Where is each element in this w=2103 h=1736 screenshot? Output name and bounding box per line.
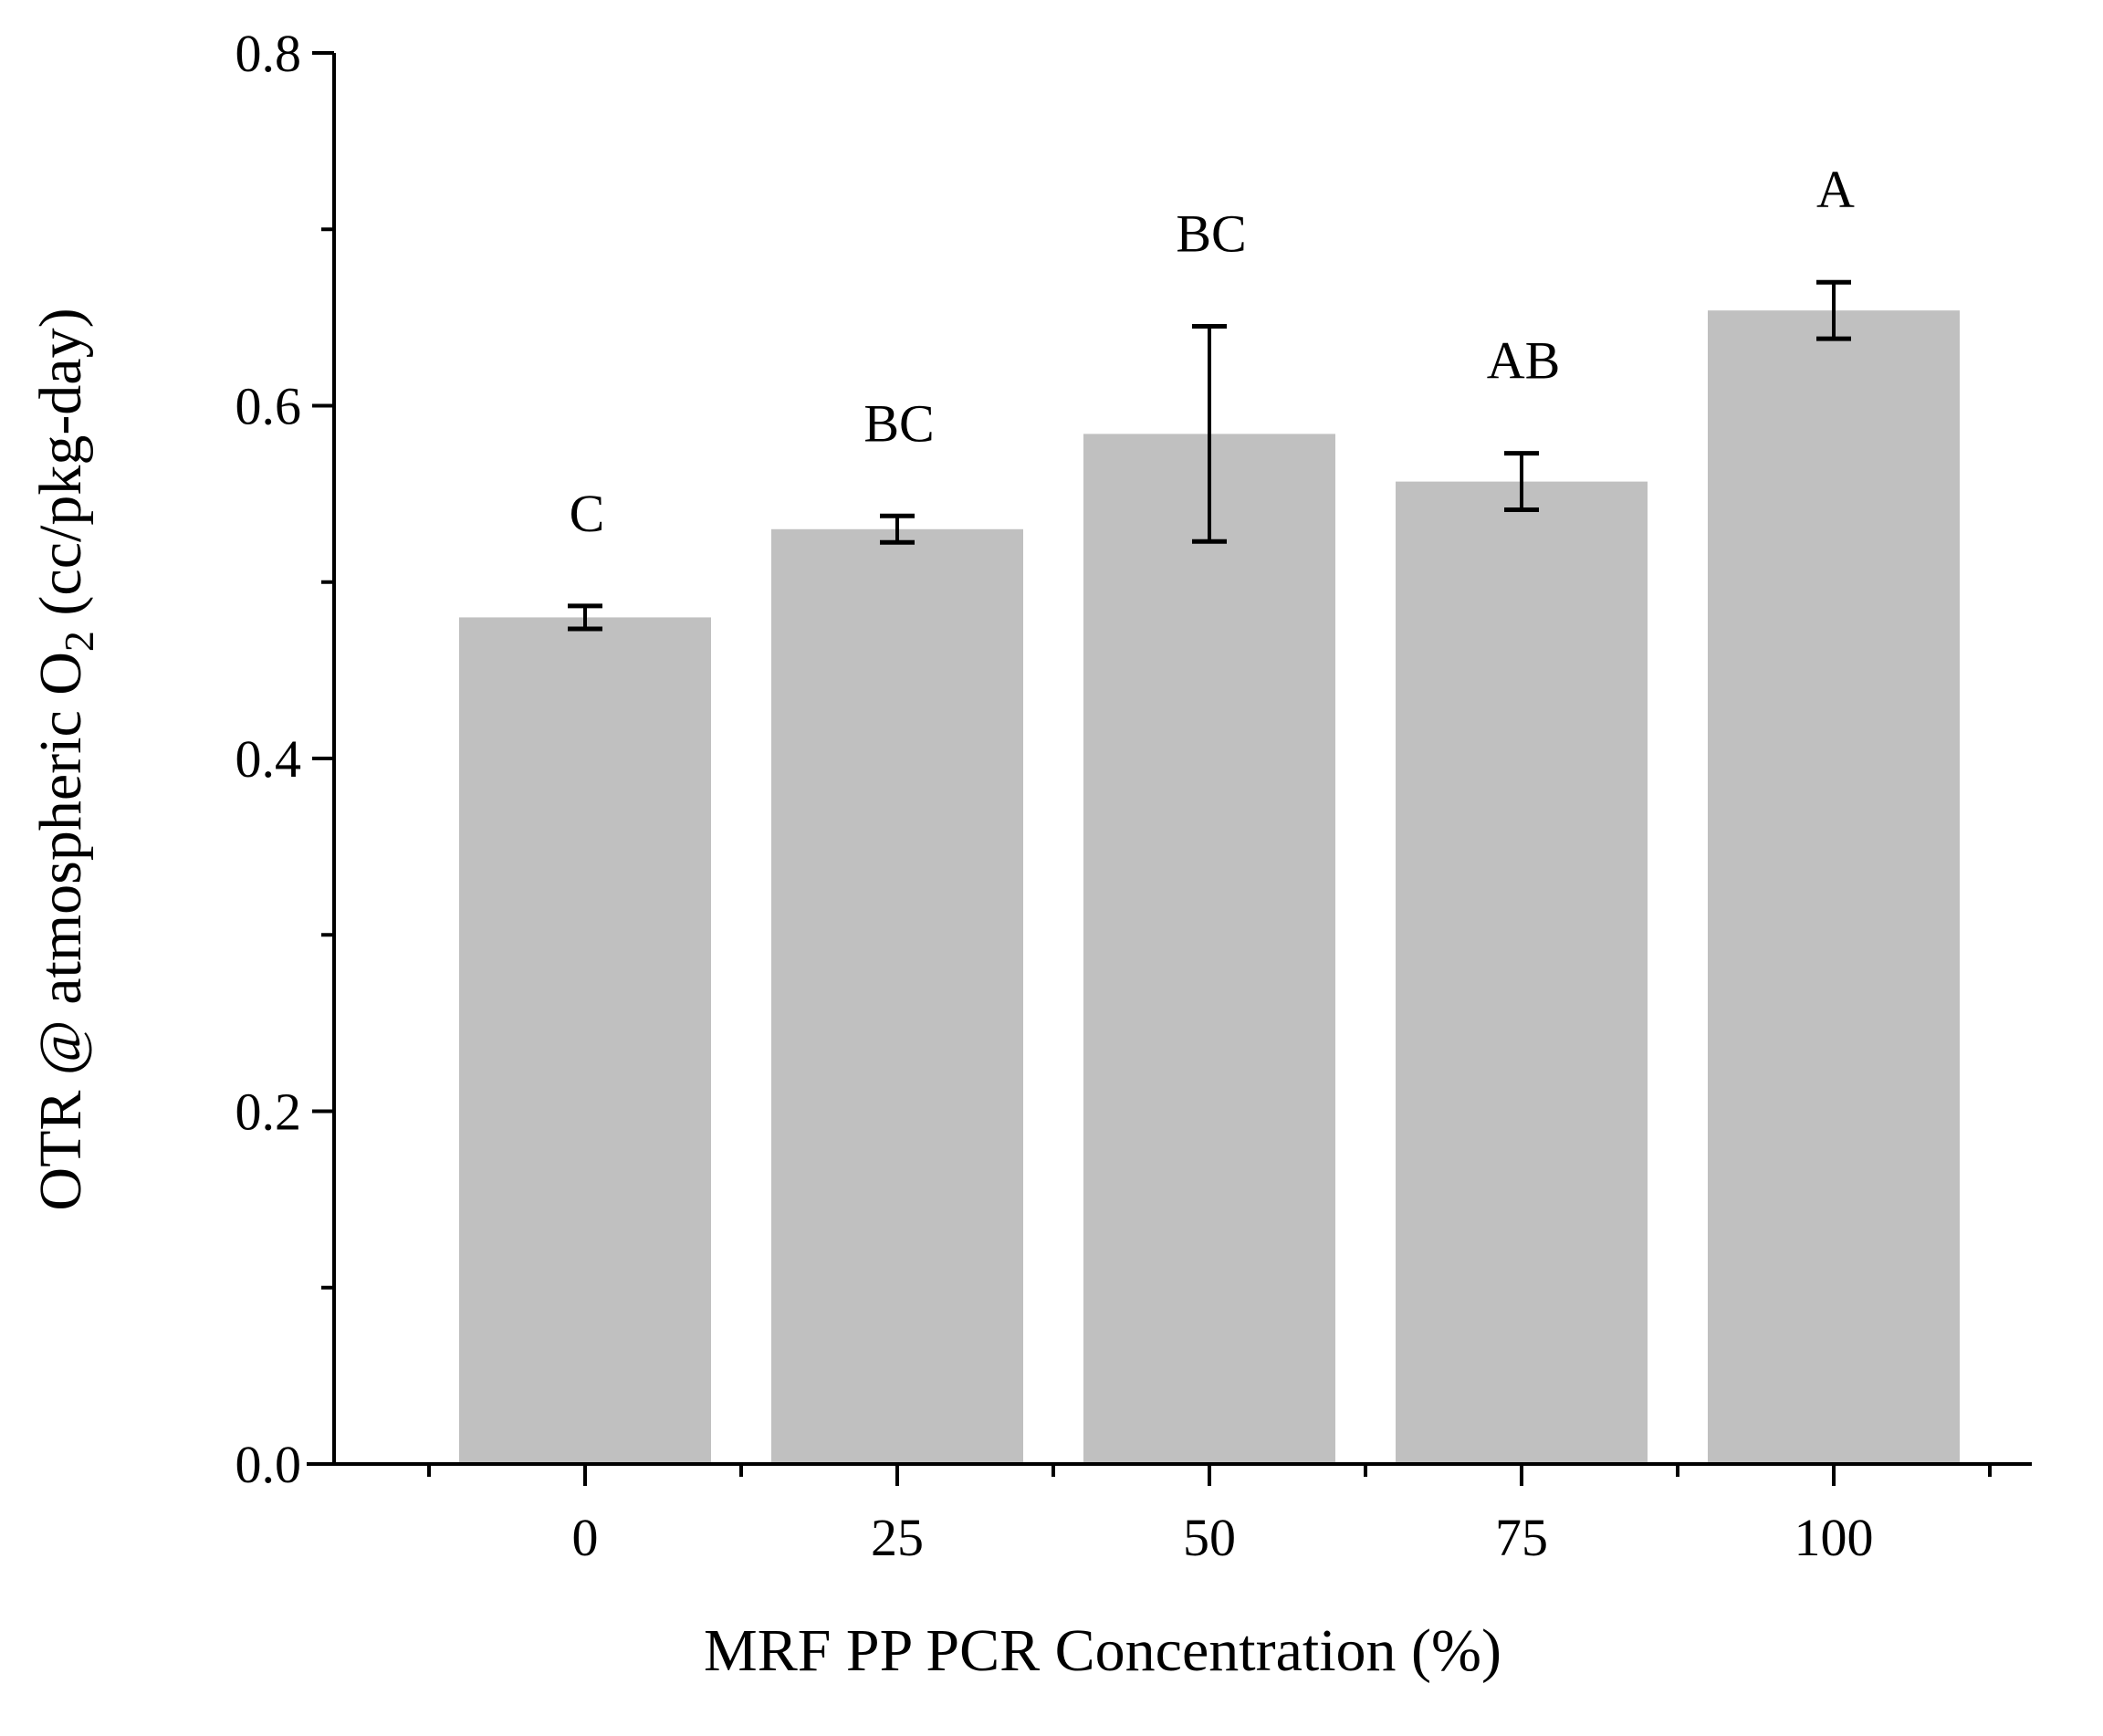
bar-50 [1083, 434, 1335, 1464]
x-tick-label-0: 0 [572, 1508, 599, 1567]
y-tick-label: 0.2 [235, 1082, 302, 1142]
significance-label-50: BC [1176, 204, 1246, 264]
bar-25 [771, 528, 1023, 1464]
x-tick-label-50: 50 [1183, 1508, 1236, 1567]
error-bar-0 [568, 603, 602, 632]
significance-label-25: BC [863, 393, 934, 453]
y-tick-label: 0.6 [235, 377, 302, 436]
error-bar-100 [1816, 279, 1851, 341]
x-tick-label-75: 75 [1495, 1508, 1548, 1567]
bar-0 [459, 617, 711, 1464]
y-ticks-layer: 0.0 0.2 0.4 0.6 0.8 [235, 24, 334, 1494]
y-axis-title: OTR @ atmospheric O2 (cc/pkg-day) [27, 308, 102, 1210]
significance-label-0: C [570, 484, 605, 543]
x-tick-label-100: 100 [1794, 1508, 1874, 1567]
significance-label-75: AB [1487, 331, 1561, 391]
significance-label-100: A [1816, 160, 1855, 219]
y-axis-title-prefix: OTR @ atmospheric O [27, 652, 94, 1211]
bar-75 [1396, 481, 1648, 1465]
y-tick-label: 0.0 [235, 1435, 302, 1494]
y-tick-label: 0.4 [235, 729, 302, 789]
error-bar-75 [1504, 451, 1539, 513]
error-bars-layer [568, 279, 1851, 632]
y-tick-label: 0.8 [235, 24, 302, 83]
x-axis-title: MRF PP PCR Concentration (%) [704, 1617, 1501, 1684]
error-bar-25 [880, 513, 915, 545]
x-ticks-layer: 0 25 50 75 100 [427, 1464, 1992, 1567]
y-axis-title-subscript: 2 [56, 631, 102, 652]
significance-labels-layer: C BC BC AB A [570, 160, 1855, 543]
error-bar-50 [1192, 324, 1227, 544]
y-axis-title-suffix: (cc/pkg-day) [27, 308, 94, 631]
bar-100 [1708, 310, 1960, 1464]
bars-layer [459, 310, 1960, 1465]
x-tick-label-25: 25 [871, 1508, 924, 1567]
